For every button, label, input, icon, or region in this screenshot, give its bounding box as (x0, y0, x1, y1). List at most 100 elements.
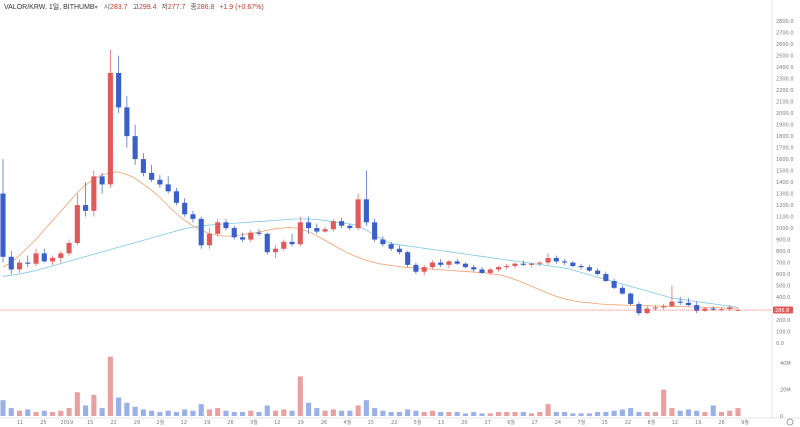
price-tick-label: 0.0 (776, 341, 784, 347)
volume-bar (380, 410, 386, 416)
close-value: 286.8 (196, 4, 215, 11)
volume-bar (256, 412, 262, 416)
price-tick-label: 1500.0 (776, 169, 794, 175)
time-tick-label: 3월 (250, 419, 258, 426)
candle-body (231, 228, 237, 238)
volume-bar (297, 376, 303, 416)
volume-bar (165, 410, 171, 416)
candle-body (91, 176, 97, 211)
time-tick-label: 15 (368, 420, 374, 426)
time-tick-label: 29 (134, 420, 140, 426)
volume-bar (413, 410, 419, 416)
volume-bar (322, 410, 328, 416)
candle-body (297, 222, 303, 245)
volume-bar (330, 409, 336, 416)
time-tick-label: 2019 (60, 420, 73, 426)
last-price-badge (773, 306, 793, 314)
time-tick-label: 20 (461, 420, 467, 426)
candle-body (545, 257, 551, 263)
volume-bar (520, 412, 526, 416)
time-tick-label: 26 (718, 420, 724, 426)
price-tick-label: 2500.0 (776, 54, 794, 60)
candle-body (471, 267, 477, 270)
volume-bar (372, 408, 378, 416)
time-tick-label: 27 (485, 420, 491, 426)
time-tick-label: 12 (672, 420, 678, 426)
volume-bar (512, 412, 518, 416)
candle-body (272, 248, 279, 253)
candle-body (396, 248, 402, 253)
time-tick-label: 12 (274, 420, 280, 426)
chart-legend: VALOR/KRW, 1일, BITHUMB▾ 시283.7 고299.4 저2… (4, 3, 267, 13)
volume-bar (314, 408, 320, 416)
candle-body (83, 205, 89, 211)
volume-bar (545, 404, 551, 416)
price-tick-label: 1400.0 (776, 180, 794, 186)
time-tick-label: 11 (17, 420, 23, 426)
price-tick-label: 400.0 (776, 295, 790, 301)
volume-bar (363, 400, 369, 416)
volume-bar (25, 409, 31, 416)
volume-bar (429, 410, 435, 416)
volume-bar (528, 413, 535, 416)
price-tick-label: 1200.0 (776, 203, 794, 209)
candle-body (306, 222, 312, 229)
volume-bar (182, 409, 188, 416)
volume-bar (272, 410, 279, 416)
candle-body (570, 262, 576, 266)
candle-body (735, 310, 741, 311)
time-tick-label: 22 (625, 420, 631, 426)
candle-body (198, 218, 204, 246)
price-tick-label: 1600.0 (776, 157, 794, 163)
high-value: 299.4 (138, 4, 157, 11)
volume-bar (677, 410, 683, 416)
candle-body (99, 176, 105, 185)
symbol-title[interactable]: VALOR/KRW, 1일, BITHUMB (4, 4, 95, 11)
price-tick-label: 2800.0 (776, 19, 794, 25)
time-tick-label: 19 (297, 420, 303, 426)
volume-bar (694, 410, 700, 416)
candle-body (0, 193, 6, 257)
candle-body (41, 253, 47, 262)
price-tick-label: 500.0 (776, 284, 790, 290)
volume-bar (16, 410, 23, 416)
settings-gear-icon[interactable] (786, 418, 794, 426)
volume-bar (264, 405, 270, 416)
volume-bar (446, 412, 452, 416)
candle-body (149, 172, 155, 180)
candle-body (462, 263, 469, 268)
candle-body (66, 243, 72, 254)
price-tick-label: 2200.0 (776, 88, 794, 94)
time-tick-label: 4월 (344, 419, 352, 426)
volume-bar (388, 412, 394, 416)
volume-bar (289, 410, 295, 416)
candle-body (49, 257, 56, 262)
time-tick-label: 25 (40, 420, 46, 426)
volume-bar (421, 412, 427, 416)
low-value: 277.7 (167, 4, 186, 11)
volume-bar (438, 412, 444, 416)
price-tick-label: 2300.0 (776, 77, 794, 83)
volume-bar (735, 408, 741, 416)
candle-body (289, 241, 295, 245)
candle-body (215, 222, 221, 234)
candle-body (595, 270, 601, 275)
candle-body (380, 239, 386, 245)
volume-bar (206, 409, 213, 416)
volume-bar (107, 356, 113, 416)
candle-body (173, 191, 179, 203)
candle-body (223, 222, 229, 229)
price-tick-label: 1300.0 (776, 192, 794, 198)
low-label: 저 (161, 4, 168, 11)
volume-bar (0, 400, 6, 416)
volume-bar (586, 413, 592, 416)
candle-body (33, 253, 39, 264)
time-tick-label: 24 (555, 420, 561, 426)
chevron-down-icon[interactable]: ▾ (94, 5, 98, 11)
candle-body (248, 232, 254, 240)
candle-body (190, 214, 196, 219)
candle-body (355, 199, 361, 229)
volume-bar (396, 412, 402, 416)
volume-bar (644, 412, 650, 416)
